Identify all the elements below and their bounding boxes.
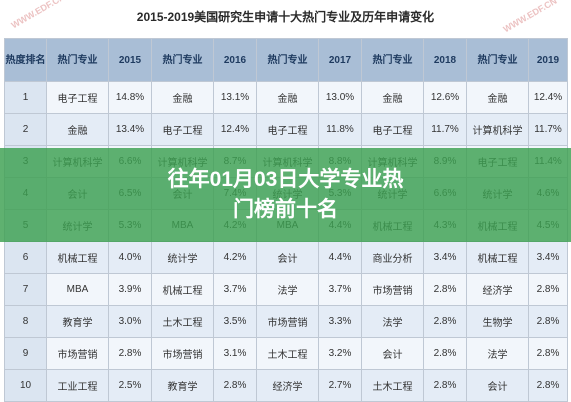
- percent-cell: 4.0%: [108, 241, 152, 274]
- major-cell: 电子工程: [361, 113, 424, 146]
- major-cell: 商业分析: [361, 241, 424, 274]
- table-row: 8 教育学 3.0% 土木工程 3.5% 市场营销 3.3% 法学 2.8% 生物学 2.8%: [4, 305, 568, 338]
- major-cell: 市场营销: [46, 337, 109, 370]
- rank-cell: 2: [4, 113, 47, 146]
- rank-cell: 9: [4, 337, 47, 370]
- header-major: 热门专业: [151, 38, 214, 82]
- major-cell: 金融: [361, 81, 424, 114]
- percent-cell: 12.6%: [423, 81, 467, 114]
- major-cell: 统计学: [151, 241, 214, 274]
- rank-cell: 7: [4, 273, 47, 306]
- major-cell: MBA: [46, 273, 109, 306]
- major-cell: 金融: [151, 81, 214, 114]
- header-major: 热门专业: [256, 38, 319, 82]
- header-year: 2019: [528, 38, 568, 82]
- major-cell: 教育学: [46, 305, 109, 338]
- percent-cell: 3.9%: [108, 273, 152, 306]
- major-cell: 教育学: [151, 369, 214, 402]
- percent-cell: 3.3%: [318, 305, 362, 338]
- percent-cell: 4.4%: [318, 241, 362, 274]
- major-cell: 法学: [466, 337, 529, 370]
- percent-cell: 3.7%: [318, 273, 362, 306]
- major-cell: 电子工程: [151, 113, 214, 146]
- header-row: 热度排名 热门专业 2015 热门专业 2016 热门专业 2017 热门专业 2018 热门专业…: [4, 38, 568, 82]
- percent-cell: 3.0%: [108, 305, 152, 338]
- percent-cell: 2.8%: [423, 337, 467, 370]
- percent-cell: 13.4%: [108, 113, 152, 146]
- table-row: 7 MBA 3.9% 机械工程 3.7% 法学 3.7% 市场营销 2.8% 经济学 2.8%: [4, 273, 568, 306]
- major-cell: 金融: [256, 81, 319, 114]
- rank-cell: 6: [4, 241, 47, 274]
- percent-cell: 2.8%: [528, 305, 568, 338]
- percent-cell: 11.8%: [318, 113, 362, 146]
- percent-cell: 4.2%: [213, 241, 257, 274]
- major-cell: 金融: [466, 81, 529, 114]
- table-row: 9 市场营销 2.8% 市场营销 3.1% 土木工程 3.2% 会计 2.8% 法学 2.8%: [4, 337, 568, 370]
- header-rank: 热度排名: [4, 38, 47, 82]
- major-cell: 土木工程: [151, 305, 214, 338]
- percent-cell: 3.1%: [213, 337, 257, 370]
- table-row: 2 金融 13.4% 电子工程 12.4% 电子工程 11.8% 电子工程 11.7% 计算机科学…: [4, 113, 568, 146]
- header-year: 2015: [108, 38, 152, 82]
- percent-cell: 13.0%: [318, 81, 362, 114]
- banner-text: 往年01月03日大学专业热门榜前十名: [167, 168, 404, 221]
- percent-cell: 2.8%: [213, 369, 257, 402]
- header-year: 2017: [318, 38, 362, 82]
- percent-cell: 2.8%: [528, 273, 568, 306]
- rank-cell: 1: [4, 81, 47, 114]
- header-year: 2018: [423, 38, 467, 82]
- major-cell: 电子工程: [46, 81, 109, 114]
- percent-cell: 12.4%: [213, 113, 257, 146]
- major-cell: 法学: [256, 273, 319, 306]
- major-cell: 法学: [361, 305, 424, 338]
- percent-cell: 11.7%: [423, 113, 467, 146]
- percent-cell: 2.5%: [108, 369, 152, 402]
- table-row: 10 工业工程 2.5% 教育学 2.8% 经济学 2.7% 土木工程 2.8% 会计 2.8%: [4, 369, 568, 402]
- major-cell: 市场营销: [361, 273, 424, 306]
- percent-cell: 2.8%: [423, 273, 467, 306]
- major-cell: 会计: [361, 337, 424, 370]
- percent-cell: 13.1%: [213, 81, 257, 114]
- percent-cell: 3.4%: [528, 241, 568, 274]
- major-cell: 市场营销: [256, 305, 319, 338]
- major-cell: 会计: [466, 369, 529, 402]
- major-cell: 市场营销: [151, 337, 214, 370]
- major-cell: 经济学: [466, 273, 529, 306]
- percent-cell: 2.8%: [423, 305, 467, 338]
- percent-cell: 3.2%: [318, 337, 362, 370]
- percent-cell: 12.4%: [528, 81, 568, 114]
- major-cell: 生物学: [466, 305, 529, 338]
- percent-cell: 14.8%: [108, 81, 152, 114]
- table-title: 2015-2019美国研究生申请十大热门专业及历年申请变化: [136, 10, 435, 24]
- major-cell: 机械工程: [466, 241, 529, 274]
- percent-cell: 2.8%: [528, 337, 568, 370]
- header-major: 热门专业: [46, 38, 109, 82]
- header-major: 热门专业: [466, 38, 529, 82]
- percent-cell: 2.7%: [318, 369, 362, 402]
- title-banner: 往年01月03日大学专业热门榜前十名: [0, 148, 571, 242]
- major-cell: 土木工程: [361, 369, 424, 402]
- major-cell: 工业工程: [46, 369, 109, 402]
- rank-cell: 10: [4, 369, 47, 402]
- table-row: 6 机械工程 4.0% 统计学 4.2% 会计 4.4% 商业分析 3.4% 机械工程 3.4%: [4, 241, 568, 274]
- percent-cell: 2.8%: [108, 337, 152, 370]
- major-cell: 机械工程: [46, 241, 109, 274]
- percent-cell: 3.7%: [213, 273, 257, 306]
- major-cell: 会计: [256, 241, 319, 274]
- percent-cell: 3.4%: [423, 241, 467, 274]
- major-cell: 金融: [46, 113, 109, 146]
- major-cell: 机械工程: [151, 273, 214, 306]
- percent-cell: 2.8%: [423, 369, 467, 402]
- major-cell: 土木工程: [256, 337, 319, 370]
- rank-cell: 8: [4, 305, 47, 338]
- percent-cell: 2.8%: [528, 369, 568, 402]
- major-cell: 经济学: [256, 369, 319, 402]
- header-year: 2016: [213, 38, 257, 82]
- major-cell: 计算机科学: [466, 113, 529, 146]
- major-cell: 电子工程: [256, 113, 319, 146]
- table-row: 1 电子工程 14.8% 金融 13.1% 金融 13.0% 金融 12.6% 金融 12.4%: [4, 81, 568, 114]
- percent-cell: 3.5%: [213, 305, 257, 338]
- percent-cell: 11.7%: [528, 113, 568, 146]
- header-major: 热门专业: [361, 38, 424, 82]
